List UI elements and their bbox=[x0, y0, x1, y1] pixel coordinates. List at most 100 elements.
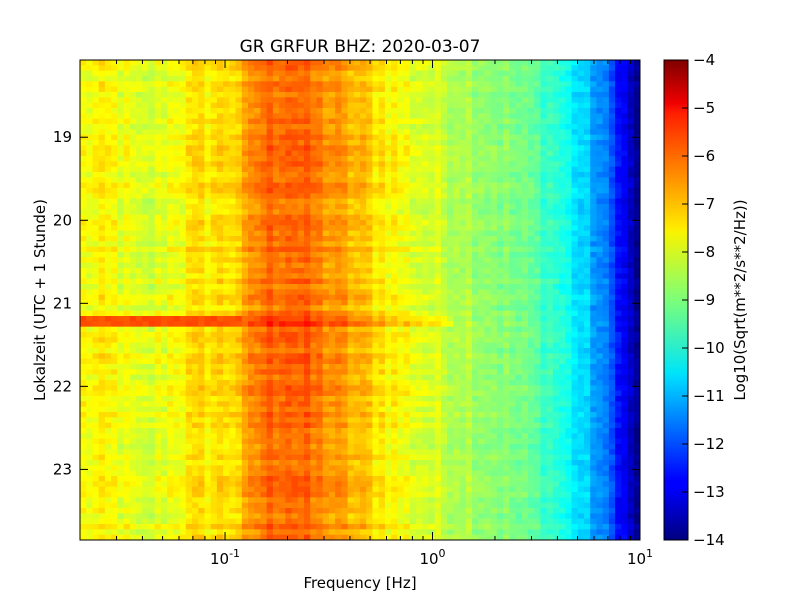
heatmap-cell bbox=[453, 193, 461, 200]
heatmap-cell bbox=[148, 321, 156, 328]
heatmap-cell bbox=[521, 252, 529, 258]
heatmap-cell bbox=[104, 289, 112, 296]
heatmap-cell bbox=[540, 204, 548, 210]
heatmap-cell bbox=[353, 198, 361, 205]
heatmap-cell bbox=[92, 204, 100, 210]
heatmap-cell bbox=[403, 172, 411, 178]
heatmap-cell bbox=[434, 284, 442, 290]
heatmap-cell bbox=[459, 321, 467, 328]
heatmap-cell bbox=[235, 129, 243, 136]
heatmap-cell bbox=[409, 209, 417, 216]
heatmap-cell bbox=[353, 124, 361, 130]
heatmap-cell bbox=[328, 92, 336, 98]
heatmap-cell bbox=[521, 188, 529, 194]
heatmap-cell bbox=[241, 337, 249, 344]
heatmap-cell bbox=[104, 60, 112, 66]
heatmap-cell bbox=[447, 225, 454, 232]
heatmap-cell bbox=[98, 353, 106, 360]
heatmap-cell bbox=[447, 102, 454, 109]
heatmap-cell bbox=[434, 342, 442, 349]
heatmap-cell bbox=[627, 140, 635, 146]
heatmap-cell bbox=[627, 284, 635, 290]
heatmap-cell bbox=[216, 353, 224, 360]
heatmap-cell bbox=[123, 321, 131, 328]
heatmap-cell bbox=[459, 252, 467, 258]
heatmap-cell bbox=[229, 220, 237, 226]
heatmap-cell bbox=[608, 225, 616, 232]
heatmap-cell bbox=[621, 321, 629, 328]
heatmap-cell bbox=[621, 172, 629, 178]
heatmap-cell bbox=[633, 81, 640, 88]
heatmap-cell bbox=[328, 353, 336, 360]
heatmap-cell bbox=[397, 236, 405, 242]
heatmap-cell bbox=[627, 161, 635, 168]
heatmap-cell bbox=[602, 97, 610, 104]
heatmap-cell bbox=[621, 209, 629, 216]
heatmap-cell bbox=[503, 161, 510, 168]
heatmap-cell bbox=[86, 172, 94, 178]
heatmap-cell bbox=[216, 348, 224, 354]
heatmap-cell bbox=[229, 118, 237, 125]
heatmap-cell bbox=[328, 193, 336, 200]
heatmap-cell bbox=[484, 268, 492, 274]
heatmap-cell bbox=[366, 150, 374, 157]
heatmap-cell bbox=[142, 289, 150, 296]
heatmap-cell bbox=[235, 353, 243, 360]
heatmap-cell bbox=[422, 182, 430, 189]
heatmap-cell bbox=[472, 278, 479, 285]
heatmap-cell bbox=[465, 129, 473, 136]
heatmap-cell bbox=[235, 118, 243, 125]
heatmap-cell bbox=[210, 225, 218, 232]
heatmap-cell bbox=[136, 284, 143, 290]
heatmap-cell bbox=[297, 220, 305, 226]
heatmap-cell bbox=[204, 113, 212, 120]
heatmap-cell bbox=[453, 225, 461, 232]
heatmap-cell bbox=[366, 257, 374, 264]
heatmap-cell bbox=[291, 225, 299, 232]
heatmap-cell bbox=[291, 342, 299, 349]
heatmap-cell bbox=[185, 214, 193, 221]
heatmap-cell bbox=[484, 284, 492, 290]
heatmap-cell bbox=[353, 316, 361, 322]
heatmap-cell bbox=[484, 348, 492, 354]
heatmap-cell bbox=[117, 81, 125, 88]
heatmap-cell bbox=[434, 113, 442, 120]
heatmap-cell bbox=[310, 220, 318, 226]
heatmap-cell bbox=[160, 97, 168, 104]
heatmap-cell bbox=[453, 108, 461, 114]
heatmap-cell bbox=[472, 172, 479, 178]
heatmap-cell bbox=[235, 316, 243, 322]
heatmap-cell bbox=[248, 65, 255, 72]
heatmap-cell bbox=[204, 129, 212, 136]
heatmap-cell bbox=[571, 177, 579, 184]
heatmap-cell bbox=[223, 230, 230, 237]
heatmap-cell bbox=[459, 97, 467, 104]
heatmap-cell bbox=[403, 150, 411, 157]
heatmap-cell bbox=[484, 252, 492, 258]
heatmap-cell bbox=[185, 337, 193, 344]
heatmap-cell bbox=[335, 118, 342, 125]
heatmap-cell bbox=[409, 348, 417, 354]
heatmap-cell bbox=[192, 230, 199, 237]
heatmap-cell bbox=[590, 225, 598, 232]
heatmap-cell bbox=[185, 134, 193, 141]
heatmap-cell bbox=[192, 150, 199, 157]
heatmap-cell bbox=[478, 236, 486, 242]
heatmap-cell bbox=[559, 145, 566, 152]
heatmap-cell bbox=[384, 300, 392, 306]
heatmap-cell bbox=[621, 129, 629, 136]
heatmap-cell bbox=[216, 182, 224, 189]
heatmap-cell bbox=[80, 214, 87, 221]
heatmap-cell bbox=[297, 342, 305, 349]
heatmap-cell bbox=[304, 310, 311, 317]
heatmap-cell bbox=[179, 188, 187, 194]
heatmap-cell bbox=[397, 273, 405, 280]
heatmap-cell bbox=[422, 284, 430, 290]
heatmap-cell bbox=[615, 129, 622, 136]
heatmap-cell bbox=[434, 108, 442, 114]
heatmap-cell bbox=[422, 294, 430, 301]
heatmap-cell bbox=[422, 188, 430, 194]
heatmap-cell bbox=[272, 188, 280, 194]
heatmap-cell bbox=[98, 332, 106, 338]
heatmap-cell bbox=[297, 172, 305, 178]
